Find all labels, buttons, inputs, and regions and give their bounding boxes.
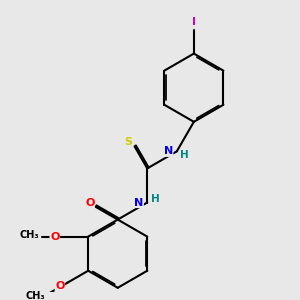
Text: N: N	[164, 146, 173, 156]
Text: O: O	[55, 280, 64, 291]
Text: N: N	[134, 197, 143, 208]
Text: CH₃: CH₃	[26, 291, 45, 300]
Text: H: H	[151, 194, 159, 204]
Text: H: H	[180, 150, 189, 160]
Text: CH₃: CH₃	[20, 230, 39, 240]
Text: O: O	[85, 198, 94, 208]
Text: I: I	[192, 17, 196, 27]
Text: O: O	[50, 232, 59, 242]
Text: S: S	[124, 137, 133, 147]
